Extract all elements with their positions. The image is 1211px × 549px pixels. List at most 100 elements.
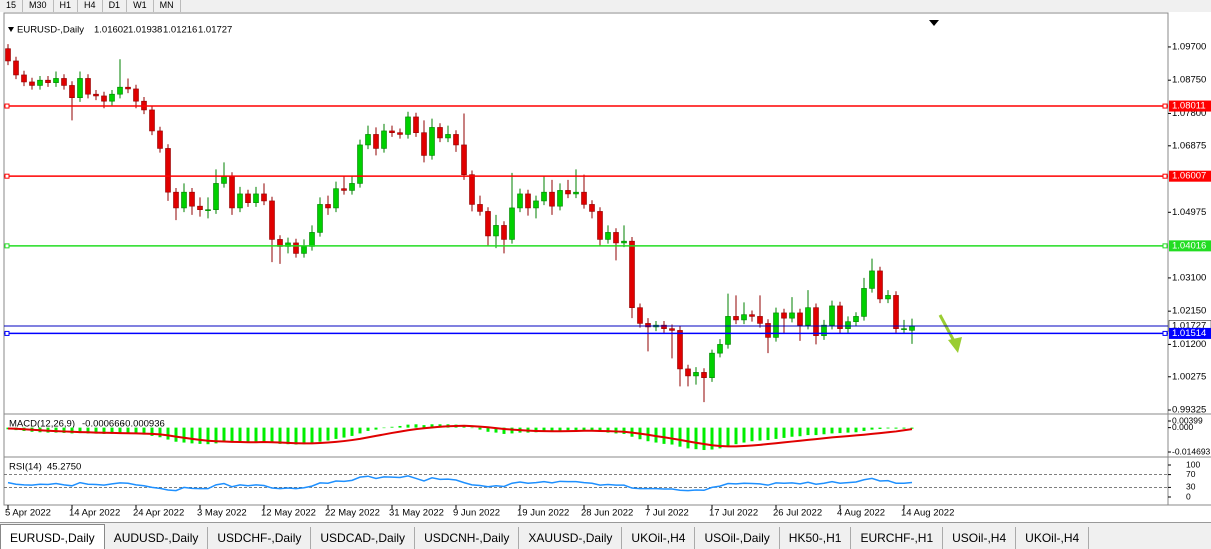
candle-body (45, 79, 51, 83)
timeframe-button[interactable]: D1 (103, 0, 128, 12)
candle-body (637, 307, 643, 324)
candle-body (693, 372, 699, 377)
macd-bar (222, 427, 226, 443)
macd-bar (190, 427, 194, 444)
candle-body (909, 325, 915, 331)
macd-value: -0.000666 (82, 419, 125, 430)
candle-body (397, 132, 403, 135)
candle-body (733, 316, 739, 321)
candle-body (341, 188, 347, 191)
level-anchor (4, 103, 10, 109)
macd-bar (590, 427, 594, 431)
candle-body (29, 81, 35, 86)
macd-bar (790, 427, 794, 437)
macd-bar (302, 427, 306, 445)
open-value: 1.01602 (94, 25, 128, 36)
rsi-tick-label: 100 (1186, 459, 1200, 469)
timeframe-button[interactable]: M30 (23, 0, 54, 12)
forecast-arrow (938, 314, 962, 353)
chart-tab[interactable]: EURUSD-,Daily (0, 524, 105, 549)
candle-body (821, 324, 827, 336)
candle-body (837, 305, 843, 329)
candle-body (429, 127, 435, 156)
macd-bar (70, 427, 74, 434)
low-value: 1.01216 (163, 25, 197, 36)
macd-bar (670, 427, 674, 445)
candle-body (869, 270, 875, 289)
macd-title: MACD(12,26,9) (9, 419, 75, 430)
rsi-tick-label: 30 (1186, 482, 1196, 492)
chart: EURUSD-,Daily 1.01602 1.01938 1.01216 1.… (3, 12, 1211, 519)
candle-body (189, 191, 195, 207)
chart-tab[interactable]: USDCHF-,Daily (208, 527, 312, 549)
candle-body (109, 93, 115, 102)
candle-body (605, 232, 611, 240)
macd-bar (694, 427, 698, 450)
chart-tab[interactable]: UKOil-,H4 (1016, 527, 1090, 549)
macd-bar (94, 427, 98, 434)
macd-bar (166, 427, 170, 440)
chart-tab[interactable]: EURCHF-,H1 (851, 527, 944, 549)
macd-bar (886, 427, 890, 429)
timeframe-button[interactable]: W1 (127, 0, 154, 12)
candle-body (509, 207, 515, 240)
x-tick-label: 26 Jul 2022 (773, 508, 822, 519)
candle-body (901, 328, 907, 330)
candle-body (461, 144, 467, 175)
candle-body (157, 130, 163, 149)
candle-body (325, 204, 331, 209)
macd-bar (838, 427, 842, 434)
macd-bar (542, 427, 546, 432)
candle-body (405, 116, 411, 135)
rsi-value: 45.2750 (47, 462, 81, 473)
macd-bar (774, 427, 778, 439)
macd-bar (406, 424, 410, 428)
candle-body (85, 78, 91, 95)
macd-bar (662, 427, 666, 444)
candle-body (213, 183, 219, 210)
candle-body (741, 314, 747, 321)
macd-bar (334, 427, 338, 439)
macd-bar (270, 427, 274, 443)
chart-tab[interactable]: USOil-,Daily (695, 527, 780, 549)
chart-tab[interactable]: UKOil-,H4 (622, 527, 696, 549)
macd-bar (150, 427, 154, 436)
candle-body (261, 193, 267, 202)
candle-body (717, 344, 723, 354)
chart-tab[interactable]: AUDUSD-,Daily (105, 527, 209, 549)
candle-body (725, 316, 731, 345)
rsi-title: RSI(14) (9, 462, 42, 473)
timeframe-button[interactable]: 15 (0, 0, 24, 12)
candle-body (301, 246, 307, 254)
chart-tab[interactable]: HK50-,H1 (780, 527, 852, 549)
x-tick-label: 31 May 2022 (389, 508, 444, 519)
candle-body (629, 240, 635, 308)
candle-body (293, 242, 299, 254)
chart-tab[interactable]: USDCNH-,Daily (415, 527, 520, 549)
timeframe-button[interactable]: H1 (54, 0, 79, 12)
macd-bar (262, 427, 266, 442)
macd-bar (326, 427, 330, 441)
x-tick-label: 4 Aug 2022 (837, 508, 885, 519)
candle-body (685, 368, 691, 377)
level-label-box (1169, 100, 1211, 112)
level-label: 1.01514 (1172, 328, 1206, 339)
chart-tab[interactable]: XAUUSD-,Daily (519, 527, 623, 549)
macd-bar (278, 427, 282, 444)
candle-body (253, 193, 259, 203)
x-tick-label: 14 Apr 2022 (69, 508, 120, 519)
x-tick-label: 14 Aug 2022 (901, 508, 954, 519)
timeframe-button[interactable]: H4 (78, 0, 103, 12)
macd-bar (214, 427, 218, 444)
macd-bar (294, 427, 298, 445)
x-tick-label: 19 Jun 2022 (517, 508, 569, 519)
chart-tab[interactable]: USDCAD-,Daily (311, 527, 416, 549)
candle-body (133, 88, 139, 102)
timeframe-button[interactable]: MN (154, 0, 181, 12)
candle-body (37, 79, 43, 86)
candle-body (645, 323, 651, 328)
chart-tab[interactable]: USOil-,H4 (943, 527, 1017, 549)
candle-body (229, 176, 235, 209)
macd-bar (470, 427, 474, 429)
